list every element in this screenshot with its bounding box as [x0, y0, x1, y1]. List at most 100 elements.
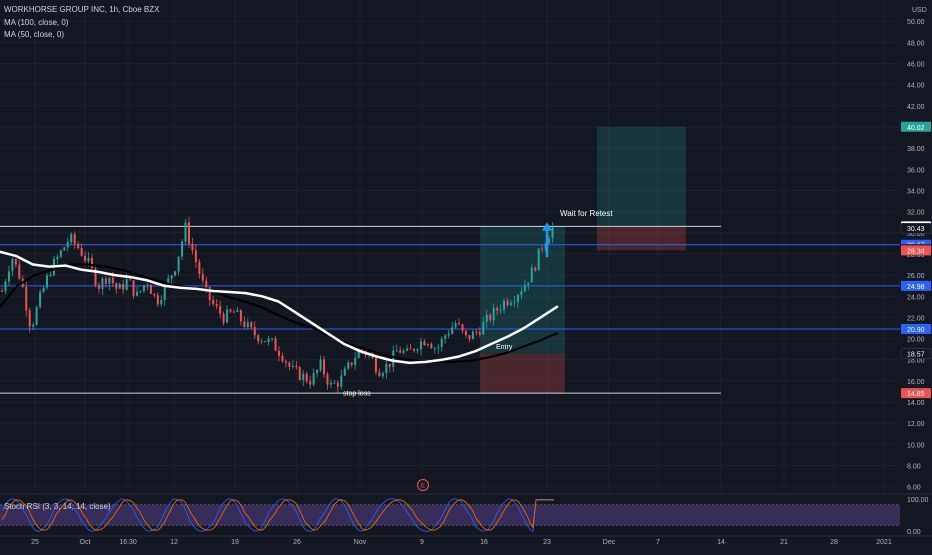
- candle-body: [149, 285, 152, 294]
- candle-body: [66, 242, 69, 248]
- candle-body: [177, 256, 180, 272]
- candle-body: [278, 350, 280, 356]
- rsi-tick-label: 0.00: [907, 529, 921, 536]
- candle-body: [181, 241, 184, 257]
- candle-body: [461, 324, 464, 331]
- price-label[interactable]: 18.57: [900, 348, 932, 359]
- candle-body: [464, 330, 467, 336]
- candle-body: [312, 373, 315, 385]
- candle-body: [489, 314, 492, 321]
- price-label[interactable]: 14.85: [901, 388, 931, 399]
- candle-body: [537, 248, 540, 271]
- candle-body: [520, 291, 523, 296]
- price-label[interactable]: 24.98: [901, 280, 931, 291]
- candle-body: [246, 322, 249, 328]
- currency-label[interactable]: USD: [912, 7, 927, 14]
- candle-body: [77, 243, 80, 249]
- candle-body: [516, 295, 519, 302]
- candle-body: [326, 374, 329, 385]
- candle-body: [59, 250, 62, 257]
- candle-body: [378, 372, 381, 377]
- ma100-legend[interactable]: MA (100, close, 0): [4, 18, 69, 27]
- candle-body: [523, 284, 526, 292]
- x-tick-label: Oct: [80, 539, 91, 546]
- candle-body: [222, 313, 225, 323]
- candle-body: [392, 350, 395, 367]
- position-1-stop-zone[interactable]: [480, 353, 565, 394]
- symbol-legend[interactable]: WORKHORSE GROUP INC, 1h, Cboe BZX: [4, 5, 160, 14]
- candle-body: [91, 257, 94, 269]
- earnings-marker-label: E: [421, 484, 425, 490]
- candle-body: [433, 348, 436, 350]
- candle-body: [506, 300, 509, 305]
- candle-body: [118, 283, 121, 289]
- stoch-rsi-legend[interactable]: Stoch RSI (3, 3, 14, 14, close): [4, 502, 111, 511]
- candle-body: [323, 359, 326, 375]
- price-label[interactable]: 40.02: [901, 121, 931, 132]
- x-tick-label: 28: [830, 539, 838, 546]
- earnings-marker-icon[interactable]: [417, 479, 429, 491]
- candle-body: [298, 367, 301, 380]
- candle-body: [253, 327, 256, 336]
- candle-body: [544, 243, 547, 249]
- candle-body: [70, 234, 73, 243]
- y-tick-label: 50.00: [907, 19, 925, 26]
- candle-body: [191, 243, 194, 251]
- candle-body: [97, 284, 100, 289]
- candle-body: [496, 307, 499, 311]
- candle-body: [503, 300, 506, 310]
- annotation-stop-loss[interactable]: stop loss: [343, 391, 371, 398]
- y-tick-label: 46.00: [907, 61, 925, 68]
- position-2-target-zone[interactable]: [597, 126, 686, 227]
- candle-body: [132, 280, 135, 296]
- candle-body: [198, 262, 201, 275]
- candle-body: [122, 283, 125, 290]
- candle-body: [458, 323, 461, 325]
- candle-body: [471, 331, 474, 340]
- price-label[interactable]: 30.43: [900, 222, 932, 234]
- price-label-text: 20.90: [907, 327, 925, 334]
- y-tick-label: 12.00: [907, 421, 925, 428]
- candle-body: [84, 255, 87, 262]
- y-tick-label: 38.00: [907, 146, 925, 153]
- candle-body: [32, 324, 35, 327]
- ma50-legend[interactable]: MA (50, close, 0): [4, 30, 65, 39]
- candle-body: [416, 349, 419, 351]
- candle-body: [281, 355, 284, 362]
- x-tick-label: 12: [170, 539, 178, 546]
- candle-body: [551, 226, 554, 239]
- price-label-text: 30.43: [907, 226, 925, 233]
- x-tick-label: 21: [780, 539, 788, 546]
- candle-body: [18, 264, 21, 279]
- candle-body: [357, 348, 360, 358]
- candle-body: [28, 310, 31, 327]
- candle-body: [388, 363, 391, 367]
- candle-body: [167, 278, 170, 286]
- candle-body: [541, 248, 544, 250]
- price-label[interactable]: 28.34: [901, 245, 931, 256]
- y-tick-label: 28.00: [907, 252, 925, 259]
- candle-body: [447, 333, 450, 336]
- ma100-line[interactable]: [0, 250, 559, 365]
- candle-body: [468, 335, 471, 340]
- up-arrow-head-icon: [542, 222, 552, 231]
- candle-body: [101, 278, 104, 289]
- position-2-stop-zone[interactable]: [597, 226, 686, 251]
- price-label-bg: [901, 245, 931, 256]
- candle-body: [56, 256, 59, 259]
- candle-body: [288, 362, 291, 367]
- annotation-entry[interactable]: Entry: [496, 344, 513, 351]
- candle-body: [437, 346, 440, 349]
- stoch-d-line[interactable]: [1, 499, 554, 531]
- candle-body: [260, 341, 263, 343]
- price-label[interactable]: 20.90: [901, 324, 931, 335]
- ma50-line[interactable]: [0, 263, 559, 363]
- y-tick-label: 10.00: [907, 442, 925, 449]
- candle-body: [284, 361, 287, 363]
- stoch-k-line[interactable]: [1, 498, 554, 532]
- annotation-wait-for-retest[interactable]: Wait for Retest: [560, 209, 613, 218]
- price-label-text: 28.34: [907, 248, 925, 255]
- position-1-target-zone[interactable]: [480, 226, 565, 354]
